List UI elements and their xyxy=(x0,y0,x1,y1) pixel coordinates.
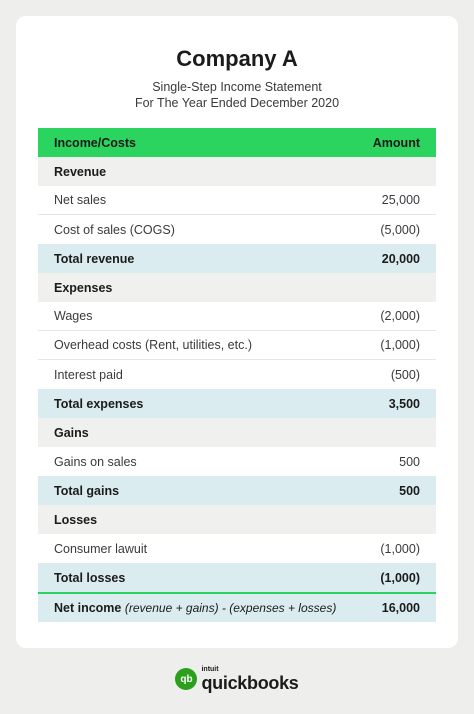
row-value: 500 xyxy=(399,454,420,469)
quickbooks-icon: qb xyxy=(175,668,198,690)
total-value: 3,500 xyxy=(388,396,420,411)
net-income-value: 16,000 xyxy=(381,601,420,615)
section-label: Losses xyxy=(54,512,98,527)
logo-intuit: intuit xyxy=(201,666,219,673)
row-value: (500) xyxy=(390,367,420,382)
total-value: 500 xyxy=(399,483,420,498)
total-value: 20,000 xyxy=(381,251,420,266)
row-label: Gains on sales xyxy=(54,454,137,469)
row-label: Interest paid xyxy=(54,367,123,382)
logo-quickbooks: quickbooks xyxy=(201,673,299,693)
total-losses-row: Total losses (1,000) xyxy=(38,563,436,592)
net-income-label: Net income (revenue + gains) - (expenses… xyxy=(54,601,337,615)
table-header: Income/Costs Amount xyxy=(38,128,436,157)
table-row: Interest paid (500) xyxy=(38,360,436,389)
header-value: Amount xyxy=(372,135,420,150)
table-row: Overhead costs (Rent, utilities, etc.) (… xyxy=(38,331,436,360)
total-revenue-row: Total revenue 20,000 xyxy=(38,244,436,273)
row-label: Net sales xyxy=(54,193,107,207)
table-row: Wages (2,000) xyxy=(38,302,436,331)
total-label: Total revenue xyxy=(54,251,135,266)
row-label: Overhead costs (Rent, utilities, etc.) xyxy=(54,338,252,352)
quickbooks-logo: qb intuit quickbooks xyxy=(0,666,474,692)
net-income-formula: (revenue + gains) - (expenses + losses) xyxy=(124,601,337,615)
row-value: 25,000 xyxy=(381,193,420,207)
section-revenue: Revenue xyxy=(38,157,436,186)
total-label: Total gains xyxy=(54,483,120,498)
table-row: Cost of sales (COGS) (5,000) xyxy=(38,215,436,244)
section-losses: Losses xyxy=(38,505,436,534)
section-expenses: Expenses xyxy=(38,273,436,302)
total-label: Total losses xyxy=(54,570,126,585)
table-row: Net sales 25,000 xyxy=(38,186,436,215)
total-gains-row: Total gains 500 xyxy=(38,476,436,505)
row-value: (5,000) xyxy=(380,222,420,237)
company-title: Company A xyxy=(176,46,298,71)
total-expenses-row: Total expenses 3,500 xyxy=(38,389,436,418)
logo-wordmark: intuit quickbooks xyxy=(201,666,298,692)
row-value: (1,000) xyxy=(380,338,420,352)
section-gains: Gains xyxy=(38,418,436,447)
header-label: Income/Costs xyxy=(54,135,136,150)
income-statement-card: Company A Single-Step Income Statement F… xyxy=(16,16,458,648)
table-row: Gains on sales 500 xyxy=(38,447,436,476)
row-label: Wages xyxy=(54,309,93,323)
statement-type: Single-Step Income Statement xyxy=(152,80,322,94)
row-label: Cost of sales (COGS) xyxy=(54,222,175,237)
section-label: Expenses xyxy=(54,280,113,295)
table-row: Consumer lawuit (1,000) xyxy=(38,534,436,563)
row-value: (2,000) xyxy=(380,309,420,323)
section-label: Gains xyxy=(54,425,89,440)
row-value: (1,000) xyxy=(380,541,420,556)
statement-period: For The Year Ended December 2020 xyxy=(134,96,340,110)
total-value: (1,000) xyxy=(380,570,420,585)
total-label: Total expenses xyxy=(54,396,144,411)
row-label: Consumer lawuit xyxy=(54,541,148,556)
section-label: Revenue xyxy=(54,164,107,179)
income-statement-table: Income/Costs Amount Revenue Net sales 25… xyxy=(38,128,436,622)
net-income-row: Net income (revenue + gains) - (expenses… xyxy=(38,592,436,622)
